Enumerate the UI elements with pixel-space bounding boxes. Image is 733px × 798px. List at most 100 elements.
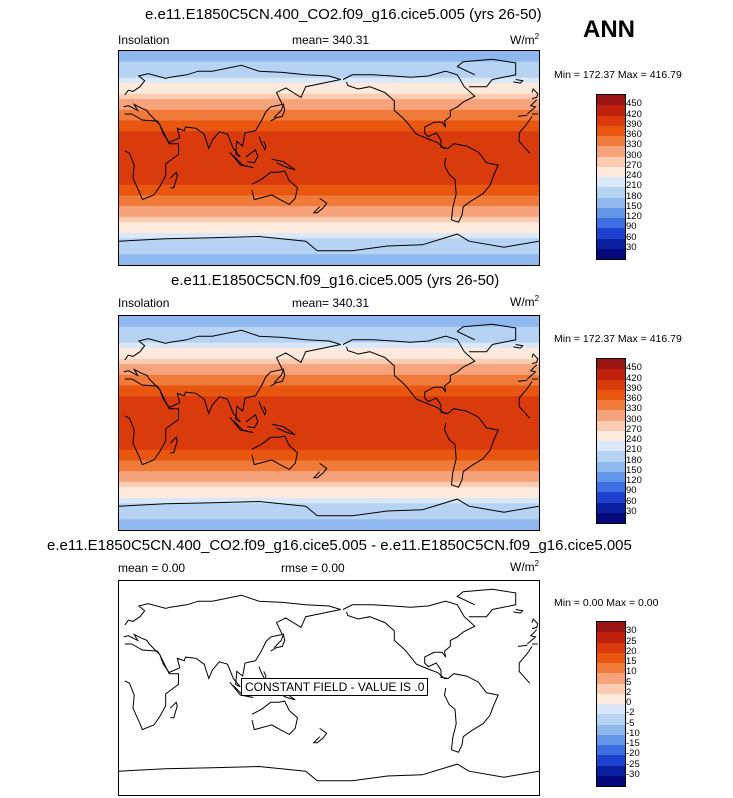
field-band (119, 56, 539, 63)
field-band (119, 497, 539, 504)
coastline (342, 70, 476, 149)
colorbar-tick-label: -30 (626, 768, 640, 780)
field-band (119, 77, 539, 84)
coastline (270, 367, 286, 387)
field-band (119, 401, 539, 408)
field-band (119, 168, 539, 175)
panel2-colorbar (596, 358, 626, 524)
field-band (119, 83, 539, 90)
colorbar-tick-label: -10 (626, 727, 640, 739)
coastline (456, 58, 517, 88)
field-band (119, 326, 539, 333)
colorbar-swatch (597, 197, 625, 208)
coastline (229, 416, 254, 433)
colorbar-swatch (597, 461, 625, 472)
panel2-variable-label: Insolation (118, 296, 170, 310)
coastline (124, 378, 533, 466)
colorbar-tick-label: 210 (626, 180, 642, 192)
field-band (119, 433, 539, 440)
colorbar-tick-label: 30 (626, 625, 637, 637)
field-band (119, 93, 539, 100)
field-band (119, 88, 539, 95)
colorbar-swatch (597, 755, 625, 766)
coastline (531, 88, 539, 100)
field-band (119, 222, 539, 229)
colorbar-swatch (597, 471, 625, 482)
colorbar-tick-label: 25 (626, 635, 637, 647)
panel2-title: e.e11.E1850C5CN.f09_g16.cice5.005 (yrs 2… (171, 272, 500, 289)
colorbar-tick-label: 90 (626, 485, 637, 497)
coastline (513, 344, 524, 349)
colorbar-tick-label: 450 (626, 98, 642, 110)
coastline (251, 170, 299, 206)
field-band (119, 369, 539, 376)
colorbar-swatch (597, 248, 625, 259)
colorbar-tick-label: 240 (626, 170, 642, 181)
colorbar-tick-label: 420 (626, 108, 642, 120)
panel1-units: W/m2 (510, 32, 540, 47)
colorbar-swatch (597, 642, 625, 653)
colorbar-swatch (597, 207, 625, 218)
coastline (270, 102, 286, 122)
colorbar-swatch (597, 177, 625, 188)
field-band (119, 136, 539, 143)
field-band (119, 115, 539, 122)
colorbar-swatch (597, 714, 625, 725)
colorbar-swatch (597, 166, 625, 177)
field-band (119, 487, 539, 494)
panel2-units: W/m2 (510, 294, 540, 309)
colorbar-tick-label: 240 (626, 434, 642, 445)
colorbar-swatch (597, 420, 625, 431)
colorbar-tick-label: 360 (626, 393, 642, 404)
coastline (513, 609, 524, 614)
field-band (119, 439, 539, 445)
panel2-minmax: Min = 172.37 Max = 416.79 (554, 333, 682, 345)
colorbar-tick-label: 450 (626, 362, 642, 374)
coastline (229, 681, 254, 698)
panel3-colorbar (596, 621, 626, 787)
coastline (456, 323, 517, 353)
field-band (119, 184, 539, 191)
field-band (119, 216, 539, 223)
colorbar-swatch (597, 95, 625, 106)
field-band (119, 508, 539, 515)
coastline (342, 335, 476, 414)
colorbar-swatch (597, 410, 625, 421)
coastline (169, 701, 178, 719)
colorbar-swatch (597, 125, 625, 136)
field-band (119, 67, 539, 73)
field-band (119, 141, 539, 148)
colorbar-tick-label: 270 (626, 423, 642, 435)
panel3-map-svg (119, 588, 539, 782)
field-band (119, 158, 539, 164)
coastline (270, 632, 286, 652)
field-band (119, 342, 539, 349)
field-band (119, 390, 539, 397)
field-band (119, 374, 539, 381)
coastline (258, 136, 267, 152)
field-band (119, 332, 539, 338)
field-band (119, 206, 539, 213)
colorbar-swatch (597, 632, 625, 643)
coastline (251, 435, 299, 471)
panel1-minmax: Min = 172.37 Max = 416.79 (554, 69, 682, 81)
colorbar-swatch (597, 775, 625, 786)
colorbar-swatch (597, 115, 625, 126)
colorbar-tick-label: -5 (626, 717, 635, 729)
field-band (119, 227, 539, 234)
field-band (119, 465, 539, 472)
colorbar-tick-label: 90 (626, 221, 637, 233)
field-band (119, 423, 539, 429)
colorbar-tick-label: 120 (626, 475, 642, 486)
colorbar-tick-label: 390 (626, 382, 642, 394)
colorbar-tick-label: 420 (626, 372, 642, 384)
field-band (119, 163, 539, 170)
coastline (124, 113, 533, 201)
coastline (312, 197, 328, 214)
field-band (119, 471, 539, 478)
colorbar-swatch (597, 622, 625, 633)
field-band (119, 131, 539, 138)
colorbar-tick-label: -15 (626, 738, 640, 749)
coastline (271, 158, 296, 171)
colorbar-swatch (597, 663, 625, 674)
